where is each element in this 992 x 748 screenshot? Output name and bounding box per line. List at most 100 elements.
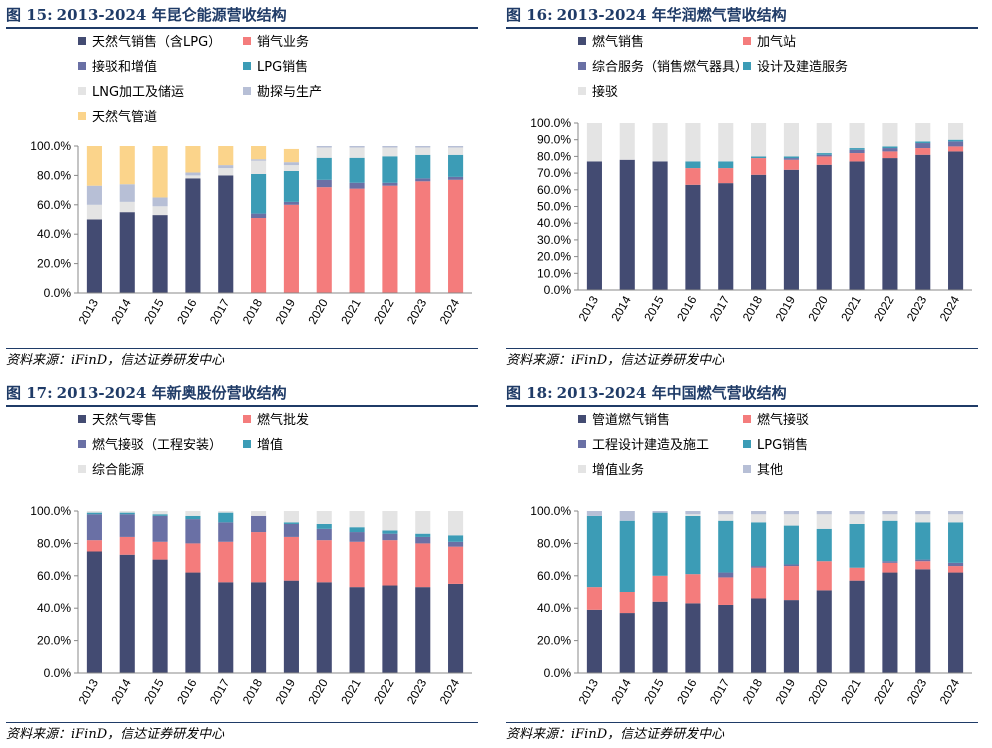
bar-segment [283,148,299,163]
bar-segment [751,511,767,515]
bar-segment [316,523,332,529]
bar-segment [415,587,431,673]
bar-segment [783,511,799,515]
bar-segment [86,204,102,220]
bar-segment [382,511,398,531]
bar-segment [316,146,332,148]
bar-segment [783,123,799,157]
bar-segment [185,172,201,176]
bar-segment [316,157,332,180]
bar-segment [586,161,602,290]
bar-segment [948,566,964,573]
x-tick-label: 2017 [207,296,233,326]
x-tick-label: 2018 [740,293,766,323]
bar-segment [751,567,767,599]
bar-segment [915,148,931,155]
x-tick-label: 2024 [937,293,963,323]
bar-segment [382,540,398,586]
bar-segment [915,559,931,562]
bar-segment [619,511,635,521]
bar-segment [415,178,431,182]
x-tick-label: 2021 [838,293,864,323]
bar-segment [882,123,898,147]
bar-segment [882,561,898,563]
x-tick-label: 2022 [371,676,397,706]
x-tick-label: 2020 [805,676,831,706]
legend-item: 加气站 [743,34,796,52]
bar-segment [448,147,464,155]
bar-segment [382,185,398,293]
bar-segment [849,580,865,673]
legend-swatch [78,37,86,45]
x-tick-label: 2020 [805,293,831,323]
bar-segment [251,159,267,161]
legend-swatch [78,440,86,448]
bar-segment [586,609,602,673]
bar-segment [283,201,299,205]
legend-swatch [743,440,751,448]
x-tick-label: 2015 [141,296,167,326]
bar-segment [652,161,668,290]
bar-segment [816,514,832,529]
bar-segment [415,536,431,544]
bar-segment [783,566,799,601]
bar-segment [816,123,832,154]
bar-segment [86,146,102,186]
bar-segment [685,603,701,673]
bar-segment [349,147,365,158]
source-note: 资料来源：iFinD，信达证券研发中心 [6,722,478,745]
legend-label: 燃气销售 [592,35,645,50]
bar-segment [283,511,299,523]
bar-segment [152,206,168,216]
legend-item: LNG加工及储运 [78,84,184,102]
bar-segment [86,185,102,205]
bar-segment [349,182,365,189]
legend-label: 接驳和增值 [92,60,158,75]
bar-segment [349,532,365,542]
legend-item: 天然气管道 [78,109,157,127]
bar-segment [251,515,267,533]
bar-segment [685,184,701,290]
bar-segment [586,123,602,162]
legend-swatch [578,440,586,448]
bar-segment [948,123,964,140]
y-tick-label: 20.0% [37,257,71,271]
bar-segment [86,511,102,513]
bar-segment [119,212,135,293]
x-tick-label: 2019 [773,293,799,323]
x-tick-label: 2015 [641,676,667,706]
bar-segment [251,582,267,673]
bar-segment [86,514,102,541]
bar-segment [382,530,398,534]
bar-segment [349,541,365,588]
legend-label: LNG加工及储运 [92,85,185,100]
x-tick-label: 2019 [273,296,299,326]
legend-item: 接驳和增值 [78,59,157,77]
x-tick-label: 2014 [608,676,634,706]
bar-segment [119,536,135,555]
x-tick-label: 2023 [904,676,930,706]
bar-segment [283,162,299,166]
bar-segment [915,141,931,144]
y-tick-label: 40.0% [537,601,571,615]
bar-segment [915,561,931,570]
y-tick-label: 100.0% [530,504,571,518]
source-note: 资料来源：iFinD，信达证券研发中心 [506,348,978,371]
bar-segment [718,520,734,573]
legend-label: 天然气销售（含LPG） [92,35,222,50]
figure-title: 图 15: 2013-2024 年昆仑能源营收结构 [6,3,478,29]
bar-segment [849,523,865,568]
bar-segment [948,572,964,673]
bar-segment [415,147,431,155]
x-tick-label: 2016 [674,676,700,706]
bar-segment [948,514,964,523]
legend-swatch [243,87,251,95]
legend-label: 综合能源 [92,463,145,478]
bar-segment [685,123,701,162]
source-note: 资料来源：iFinD，信达证券研发中心 [506,722,978,745]
legend-label: 加气站 [757,35,797,50]
legend-item: 销气业务 [243,34,309,52]
bar-segment [316,582,332,673]
bar-segment [718,572,734,578]
legend-item: 设计及建造服务 [743,59,848,77]
